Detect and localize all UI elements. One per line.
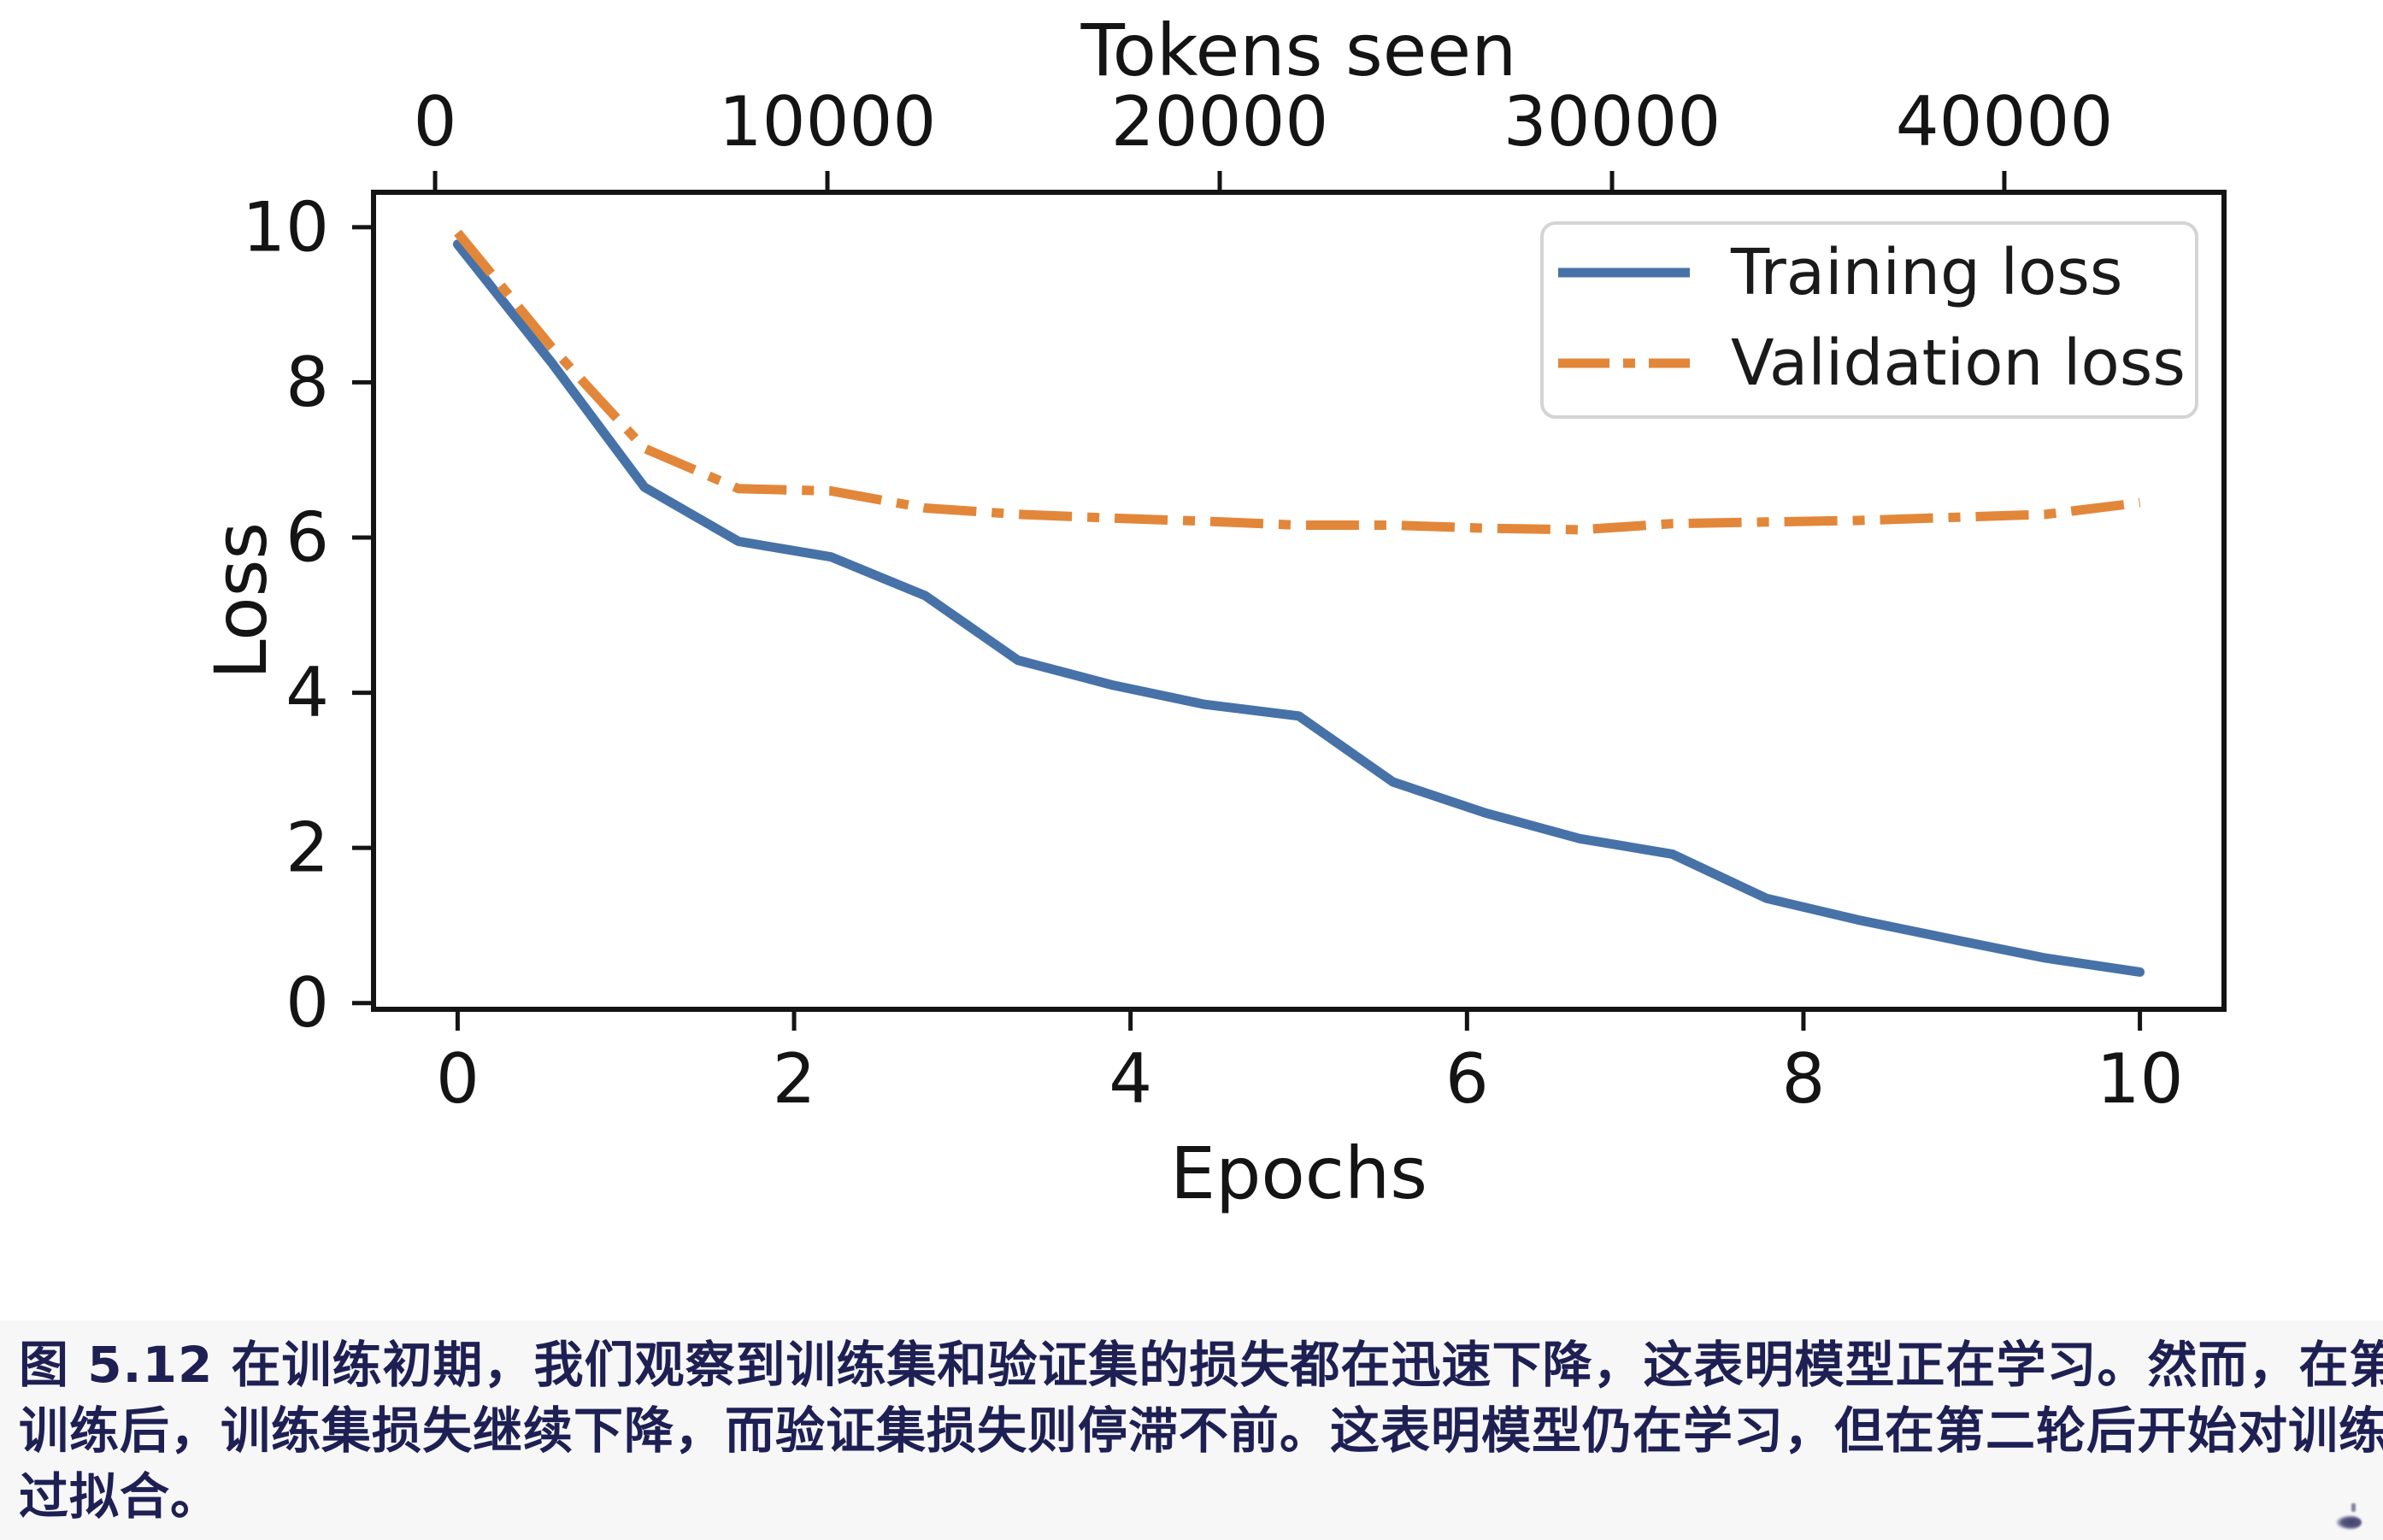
y-tick-label: 6 [285,498,329,578]
y-tick-label: 4 [285,653,329,732]
training-loss-line [452,239,2145,977]
x-tick-label: 4 [1109,1039,1152,1119]
top-axis-title: Tokens seen [1080,9,1517,92]
x-tick-label: 8 [1782,1039,1826,1119]
validation-loss-line [454,229,2141,535]
x-tick-label: 0 [436,1039,480,1119]
y-axis-title: Loss [199,522,283,679]
x-axis-title: Epochs [1170,1131,1427,1215]
x-tick-label: 6 [1445,1039,1489,1119]
x-tick-label: 2 [773,1039,816,1119]
y-tick-label: 0 [285,963,329,1043]
caption-line-1: 图 5.12 在训练初期，我们观察到训练集和验证集的损失都在迅速下降，这表明模型… [19,1336,2383,1394]
legend-validation-label: Validation loss [1731,326,2186,400]
loss-chart: 0 10000 20000 30000 40000 Tokens seen 0 2 4 6 8 10 E… [199,9,2227,1215]
top-tick-label: 0 [414,82,457,162]
y-tick-label: 2 [285,808,329,888]
caption-line-3: 过拟合。 [19,1467,221,1525]
y-tick-label: 8 [285,343,329,422]
top-tick-label: 40000 [1896,82,2114,162]
figure-caption: 图 5.12 在训练初期，我们观察到训练集和验证集的损失都在迅速下降，这表明模型… [19,1332,2383,1530]
legend-training-label: Training loss [1730,236,2122,309]
caption-band: 图 5.12 在训练初期，我们观察到训练集和验证集的损失都在迅速下降，这表明模型… [0,1320,2383,1540]
top-tick-label: 10000 [719,82,937,162]
x-tick-label: 10 [2097,1039,2184,1119]
y-tick-label: 10 [242,187,329,267]
legend-box [1540,221,2198,419]
ink-smudge [2336,1503,2362,1530]
axes-box [371,190,2227,1012]
caption-line-2: 训练后，训练集损失继续下降，而验证集损失则停滞不前。这表明模型仍在学习，但在第二… [19,1402,2383,1460]
top-tick-label: 30000 [1503,82,1721,162]
top-tick-label: 20000 [1111,82,1329,162]
